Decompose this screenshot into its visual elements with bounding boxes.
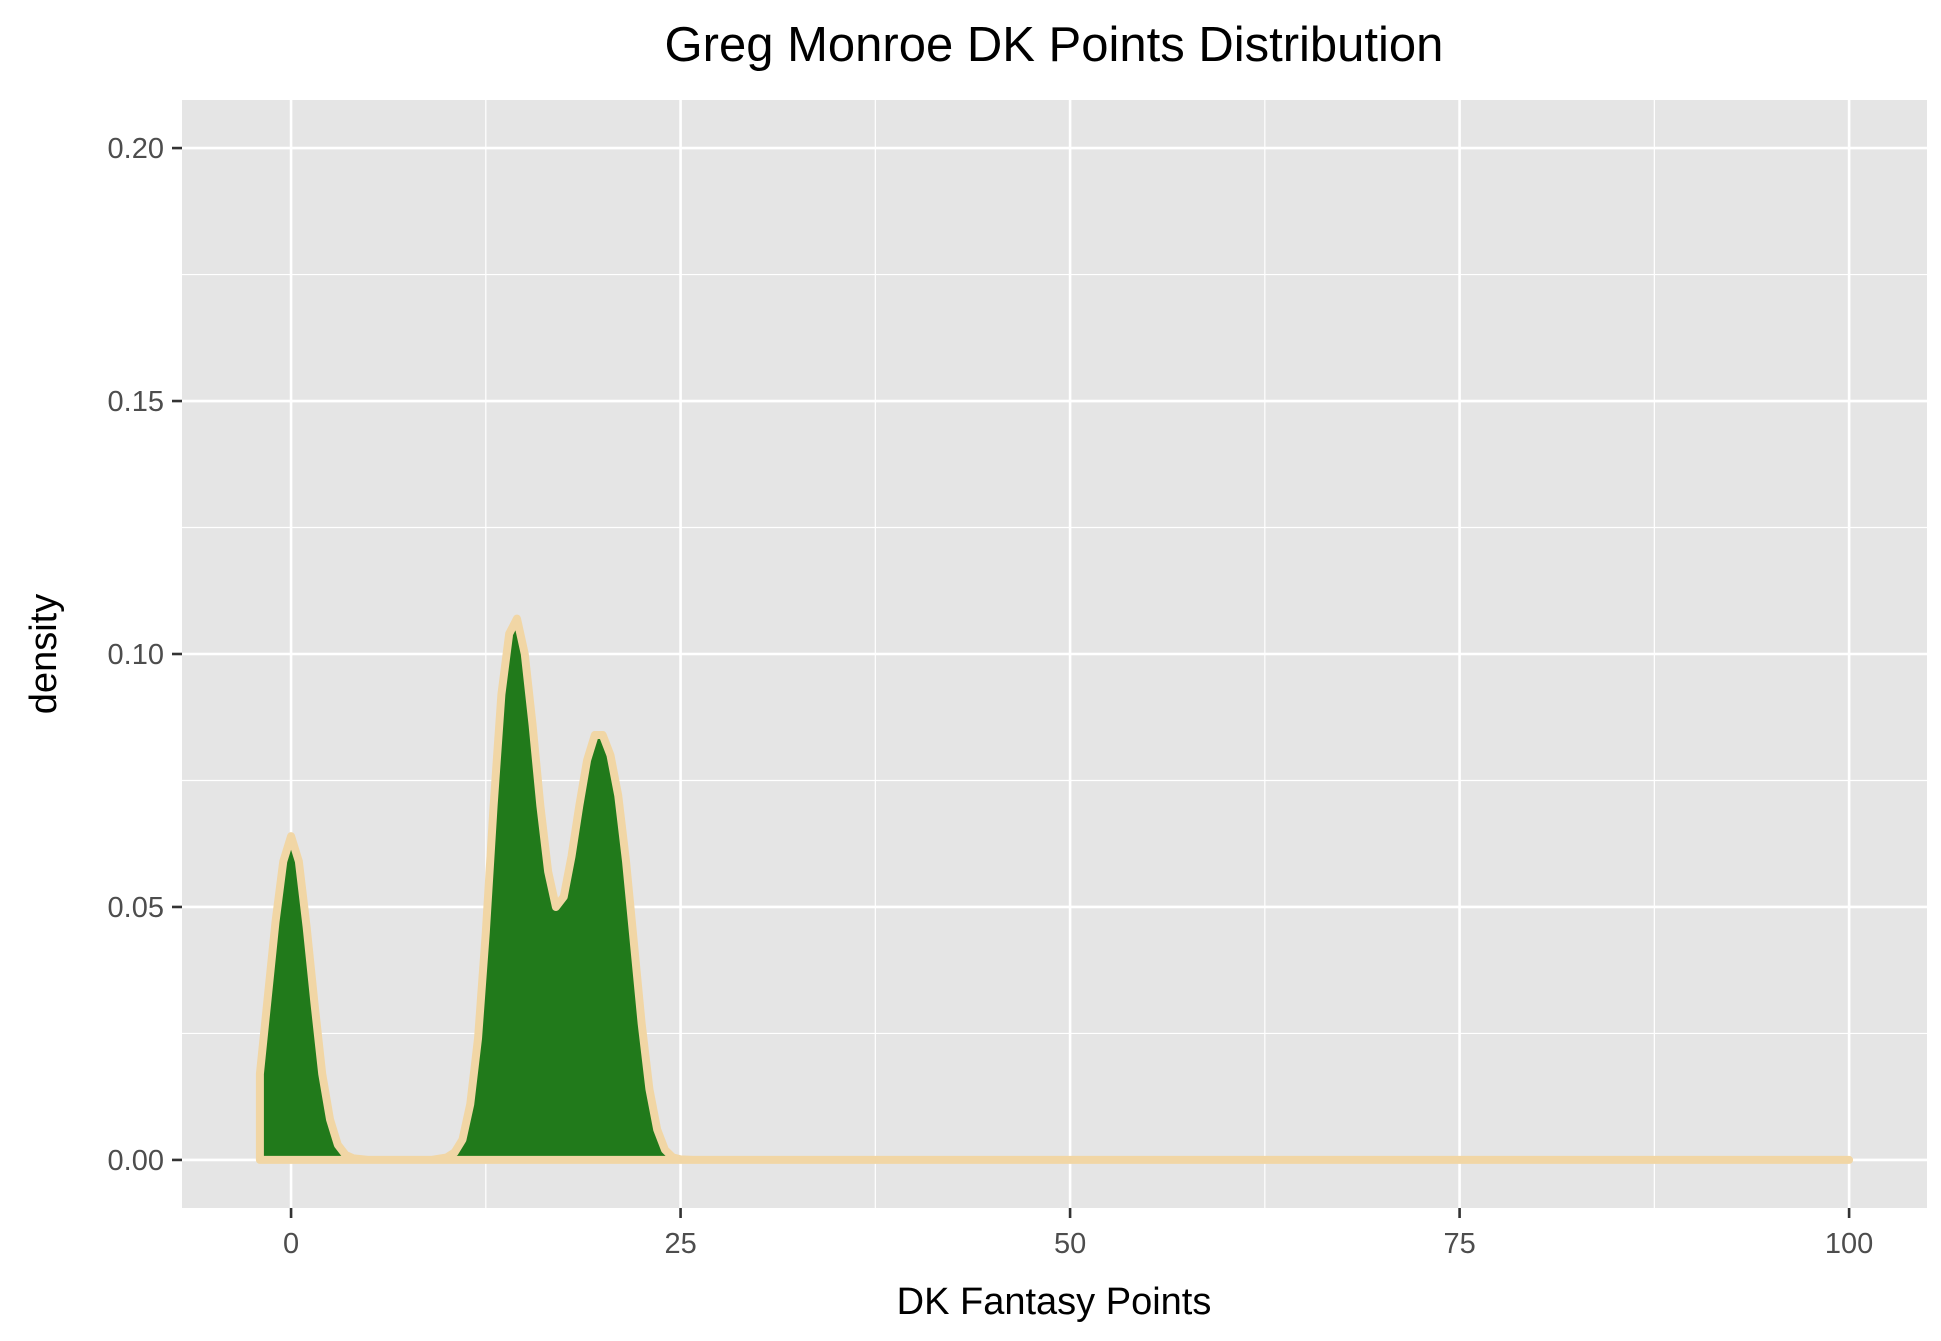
y-tick-label: 0.20 bbox=[108, 133, 164, 165]
density-area bbox=[259, 618, 1850, 1160]
y-tick-label: 0.15 bbox=[108, 386, 164, 418]
y-tick-label: 0.00 bbox=[108, 1145, 164, 1177]
chart-title: Greg Monroe DK Points Distribution bbox=[665, 18, 1444, 72]
x-tick-label: 50 bbox=[1054, 1228, 1086, 1260]
axes: 0 25 50 75 100 0.00 0.05 0.10 0.15 0.20 bbox=[108, 133, 1874, 1260]
y-tick-label: 0.10 bbox=[108, 639, 164, 671]
x-axis-title: DK Fantasy Points bbox=[897, 1281, 1212, 1323]
x-tick-label: 75 bbox=[1443, 1228, 1475, 1260]
y-tick-label: 0.05 bbox=[108, 892, 164, 924]
x-tick-label: 100 bbox=[1825, 1228, 1873, 1260]
y-axis-title: density bbox=[23, 594, 65, 714]
x-tick-label: 25 bbox=[664, 1228, 696, 1260]
x-tick-label: 0 bbox=[283, 1228, 299, 1260]
density-outline bbox=[255, 614, 1854, 1164]
